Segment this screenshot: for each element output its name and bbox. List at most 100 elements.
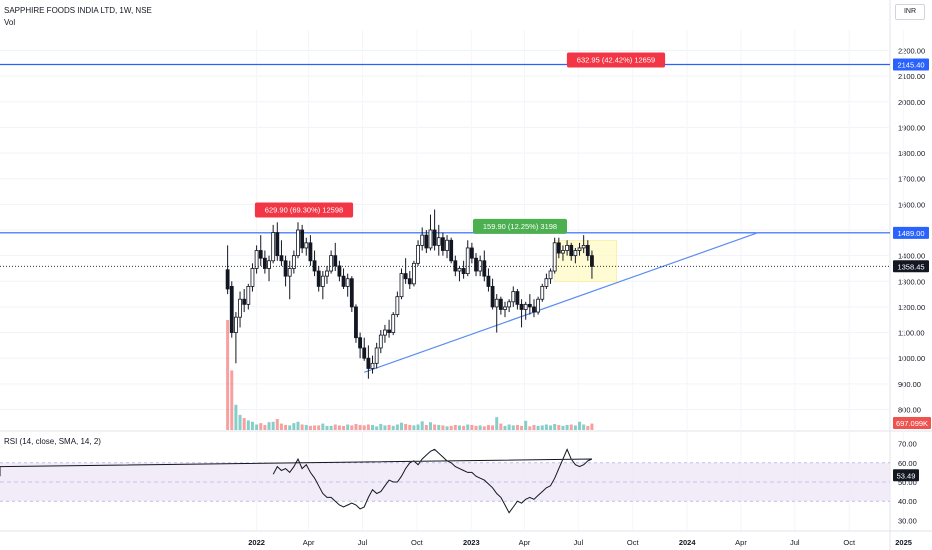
candle bbox=[291, 250, 296, 274]
candle bbox=[267, 255, 271, 282]
candle bbox=[329, 250, 334, 274]
trend-line[interactable] bbox=[364, 232, 758, 373]
y-tick-label: 1800.00 bbox=[898, 149, 925, 158]
candle bbox=[482, 250, 487, 282]
volume-bar bbox=[515, 424, 519, 430]
candle bbox=[532, 299, 536, 318]
volume-bar bbox=[250, 421, 254, 430]
candle bbox=[457, 265, 462, 282]
candle bbox=[486, 268, 491, 292]
volume-bar bbox=[445, 426, 449, 430]
measure-label-box[interactable] bbox=[254, 202, 354, 218]
candle-body bbox=[585, 244, 590, 257]
x-tick-label: Oct bbox=[627, 538, 640, 547]
candle-body bbox=[490, 286, 495, 308]
candle-body bbox=[341, 275, 346, 287]
volume-bar bbox=[470, 424, 474, 430]
candle bbox=[254, 245, 259, 274]
candle bbox=[275, 222, 280, 261]
candle-body bbox=[552, 242, 557, 272]
volume-bar bbox=[354, 424, 358, 430]
candle-body bbox=[428, 229, 433, 249]
volume-bar bbox=[246, 420, 250, 430]
volume-bar bbox=[495, 417, 499, 430]
volume-bar bbox=[391, 425, 395, 430]
volume-bar bbox=[578, 421, 582, 430]
currency-button[interactable]: INR bbox=[895, 4, 925, 20]
volume-bar bbox=[528, 426, 532, 430]
candle bbox=[540, 283, 545, 302]
volume-bar bbox=[428, 422, 432, 430]
volume-bar bbox=[536, 425, 540, 430]
rsi-legend: RSI (14, close, SMA, 14, 2) bbox=[4, 437, 101, 446]
rsi-tick-label: 60.00 bbox=[898, 459, 917, 468]
candle bbox=[354, 304, 358, 343]
candle-body bbox=[320, 275, 325, 287]
volume-bar bbox=[590, 423, 594, 430]
volume-bar bbox=[267, 422, 271, 430]
candle-body bbox=[291, 255, 296, 269]
candle-body bbox=[354, 306, 358, 339]
candle bbox=[308, 235, 313, 266]
candle-body bbox=[283, 260, 288, 277]
candle-body bbox=[561, 250, 565, 254]
candle bbox=[511, 286, 516, 307]
volume-bar bbox=[279, 423, 283, 430]
last-price-tag bbox=[893, 260, 929, 273]
candle bbox=[428, 214, 433, 251]
candle bbox=[349, 276, 354, 313]
candle-body bbox=[424, 234, 429, 249]
candle-body bbox=[565, 244, 569, 251]
target-zone[interactable] bbox=[554, 240, 618, 283]
x-tick-label: Jul bbox=[790, 538, 800, 547]
candle bbox=[370, 355, 375, 374]
candle-body bbox=[527, 303, 532, 308]
volume-bar bbox=[549, 425, 553, 430]
candle-body bbox=[519, 303, 524, 310]
candle bbox=[333, 242, 338, 272]
volume-series bbox=[226, 320, 594, 430]
candle bbox=[469, 242, 474, 264]
candle bbox=[548, 268, 553, 284]
volume-bar bbox=[532, 424, 536, 430]
candle bbox=[573, 247, 578, 264]
candle-body bbox=[511, 291, 516, 303]
x-tick-label: 2022 bbox=[248, 538, 265, 547]
rsi-tick-label: 50.00 bbox=[898, 478, 917, 487]
candle-body bbox=[577, 247, 582, 251]
candle-body bbox=[225, 269, 230, 290]
volume-bar bbox=[507, 424, 511, 430]
candle bbox=[283, 255, 288, 287]
volume-bar bbox=[520, 425, 524, 430]
candle-body bbox=[420, 234, 425, 246]
volume-bar bbox=[337, 425, 341, 430]
candle-body bbox=[304, 242, 309, 249]
rsi-value-label: 53.49 bbox=[897, 471, 916, 480]
measure-label-box[interactable] bbox=[473, 218, 567, 234]
volume-bar bbox=[271, 421, 275, 430]
candle-body bbox=[366, 357, 371, 369]
y-tick-label: 800.00 bbox=[898, 405, 921, 414]
candle-body bbox=[540, 286, 545, 300]
measure-label-box[interactable] bbox=[566, 52, 666, 68]
rsi-tick-label: 70.00 bbox=[898, 440, 917, 449]
candle bbox=[569, 242, 574, 261]
candle bbox=[445, 235, 449, 259]
candle-body bbox=[308, 242, 313, 262]
candle-body bbox=[262, 257, 267, 269]
candle bbox=[362, 337, 367, 361]
candle bbox=[325, 265, 329, 284]
volume-bar bbox=[329, 425, 333, 430]
candle-body bbox=[337, 265, 342, 277]
x-tick-label: 2024 bbox=[679, 538, 697, 547]
candle-body bbox=[329, 255, 334, 272]
candle bbox=[341, 268, 346, 289]
candle bbox=[225, 245, 230, 295]
candle bbox=[515, 288, 520, 310]
y-tick-label: 1100.00 bbox=[898, 329, 925, 338]
candle bbox=[440, 232, 445, 256]
candle bbox=[300, 224, 305, 254]
candle bbox=[412, 260, 416, 287]
candle bbox=[287, 260, 292, 300]
